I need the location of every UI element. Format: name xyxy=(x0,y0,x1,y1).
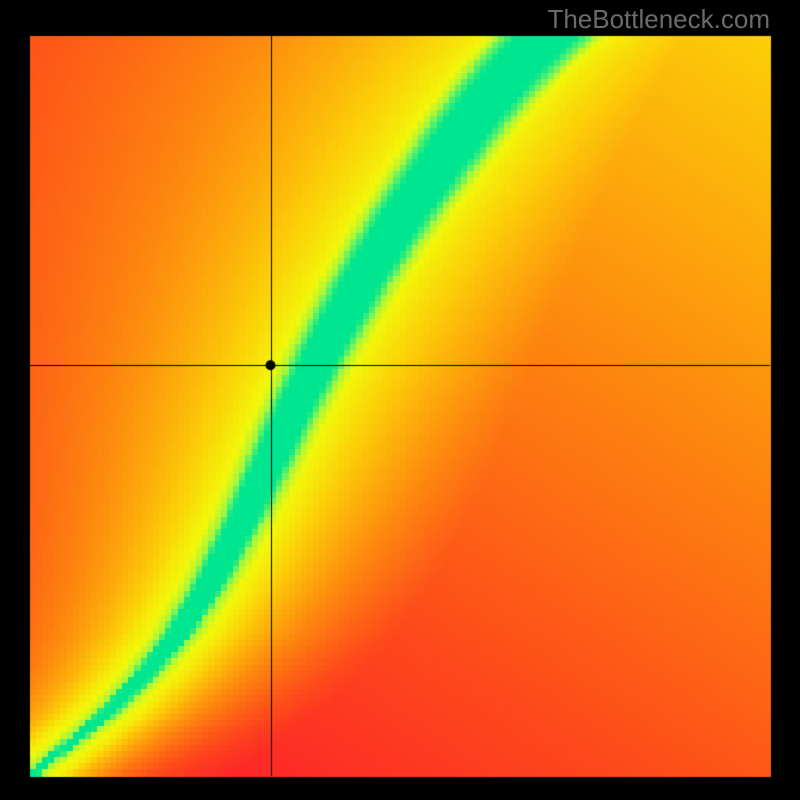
watermark-text: TheBottleneck.com xyxy=(547,4,770,35)
bottleneck-heatmap xyxy=(0,0,800,800)
